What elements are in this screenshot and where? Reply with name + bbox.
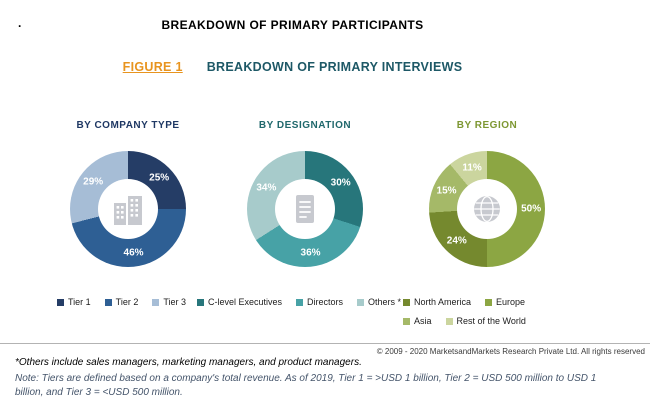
legend-swatch [357, 298, 365, 306]
legend-label: Europe [496, 297, 526, 307]
legend-designation: C-level Executives Directors Others * [197, 297, 401, 307]
legend-swatch [104, 298, 112, 306]
slice-percent-label: 30% [330, 177, 351, 189]
chart-region: BY REGION 50% 24% 15% 11% [397, 120, 577, 267]
legend-swatch [197, 298, 204, 306]
legend-label: Others * [368, 297, 402, 307]
legend-swatch [152, 298, 160, 306]
figure-number-label: FIGURE 1 [122, 60, 183, 74]
donut-region: 50% 24% 15% 11% [429, 151, 545, 267]
building-icon [114, 196, 142, 225]
legend-item: Europe [485, 297, 525, 307]
legend-item: North America [403, 297, 471, 307]
copyright-text: © 2009 - 2020 MarketsandMarkets Research… [376, 347, 645, 356]
stray-dot: . [18, 16, 22, 30]
legend-row: C-level Executives Directors Others * [197, 297, 401, 307]
chart-title-company-type: BY COMPANY TYPE [76, 120, 180, 131]
legend-swatch [445, 317, 453, 325]
donut-hole [457, 179, 517, 239]
donut-hole [275, 179, 335, 239]
legend-item: Tier 3 [152, 297, 186, 307]
slice-percent-label: 11% [462, 162, 482, 174]
legend-item: Tier 1 [57, 297, 91, 307]
legend-label: Asia [414, 316, 432, 326]
slice-percent-label: 36% [300, 247, 321, 259]
slice-percent-label: 25% [149, 172, 170, 184]
figure-title: BREAKDOWN OF PRIMARY INTERVIEWS [206, 60, 463, 74]
legend-region: North America Europe Asia Rest of the World [403, 297, 526, 326]
slice-percent-label: 24% [446, 235, 467, 247]
donut-hole [98, 179, 158, 239]
slice-percent-label: 34% [256, 182, 277, 194]
survey-document-icon [296, 195, 314, 223]
legend-label: North America [414, 297, 472, 307]
main-title: BREAKDOWN OF PRIMARY PARTICIPANTS [161, 18, 424, 32]
tiers-note: Note: Tiers are defined based on a compa… [15, 373, 597, 398]
chart-title-region: BY REGION [456, 120, 518, 131]
slice-percent-label: 29% [83, 176, 104, 188]
legend-swatch [296, 298, 304, 306]
legend-item: Asia [403, 316, 432, 326]
legend-swatch [403, 298, 410, 306]
legend-label: Tier 3 [163, 297, 187, 307]
globe-icon [474, 195, 500, 223]
slice-percent-label: 15% [436, 185, 457, 197]
chart-designation: BY DESIGNATION 30% 36% 34% [215, 120, 395, 267]
legend-company-type: Tier 1 Tier 2 Tier 3 [57, 297, 186, 307]
legend-label: Directors [307, 297, 344, 307]
legend-label: Tier 1 [68, 297, 91, 307]
legend-label: Tier 2 [115, 297, 139, 307]
footer-divider [0, 343, 650, 344]
legend-item: Rest of the World [445, 316, 526, 326]
donut-company-type: 25% 46% 29% [70, 151, 186, 267]
legend-row: Asia Rest of the World [403, 316, 526, 326]
legend-item: Directors [296, 297, 343, 307]
slice-percent-label: 46% [123, 247, 144, 259]
donut-designation: 30% 36% 34% [247, 151, 363, 267]
chart-title-designation: BY DESIGNATION [258, 120, 352, 131]
legend-swatch [485, 298, 493, 306]
legend-label: Rest of the World [456, 316, 526, 326]
legend-label: C-level Executives [208, 297, 283, 307]
legend-item: Tier 2 [104, 297, 139, 307]
legend-swatch [403, 317, 410, 325]
legend-row: Tier 1 Tier 2 Tier 3 [57, 297, 186, 307]
legend-row: North America Europe [403, 297, 526, 307]
others-footnote: *Others include sales managers, marketin… [15, 357, 362, 368]
slice-percent-label: 50% [521, 203, 542, 215]
legend-swatch [57, 298, 64, 306]
legend-item: C-level Executives [197, 297, 282, 307]
figure-heading: FIGURE 1 BREAKDOWN OF PRIMARY INTERVIEWS [0, 60, 585, 74]
legend-item: Others * [357, 297, 401, 307]
chart-company-type: BY COMPANY TYPE 2 [38, 120, 218, 267]
